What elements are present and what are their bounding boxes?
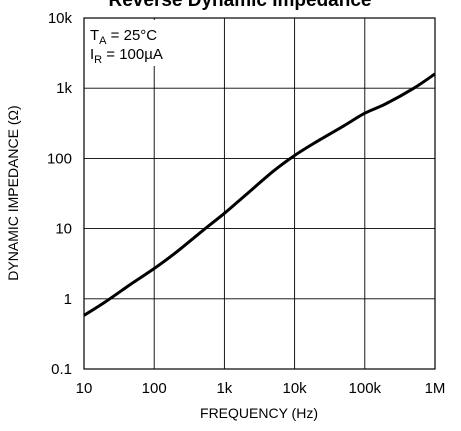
annotation-current-value: = 100µA — [102, 46, 163, 63]
annotation-background — [86, 20, 182, 66]
y-tick-label-10: 10 — [55, 221, 72, 238]
annotation-temperature-value: = 25°C — [107, 27, 158, 44]
annotation-current-symbol: I — [90, 46, 94, 63]
annotation-temperature: TA = 25°C — [90, 27, 157, 47]
y-tick-label-0.1: 0.1 — [51, 361, 72, 378]
x-tick-label-10k: 10k — [283, 380, 308, 397]
x-axis-label: FREQUENCY (Hz) — [200, 405, 318, 421]
annotation-temperature-symbol: T — [90, 27, 99, 44]
impedance-curve-0 — [83, 72, 436, 317]
y-tick-label-1: 1 — [64, 291, 72, 308]
chart-title: Reverse Dynamic Impedance — [109, 0, 372, 11]
y-tick-label-1k: 1k — [56, 80, 72, 97]
annotation-temperature-subscript: A — [99, 35, 107, 47]
annotation-current: IR = 100µA — [90, 46, 163, 66]
x-tick-label-1M: 1M — [425, 380, 446, 397]
x-tick-label-100: 100 — [142, 380, 167, 397]
plot-frame — [83, 17, 436, 370]
x-tick-labels: 10 100 1k 10k 100k 1M — [76, 380, 446, 397]
y-axis-label: DYNAMIC IMPEDANCE (Ω) — [5, 105, 21, 280]
y-tick-labels: 0.1 1 10 100 1k 10k — [47, 10, 73, 378]
y-tick-label-100: 100 — [47, 150, 72, 167]
x-tick-label-100k: 100k — [349, 380, 382, 397]
plot-background — [84, 18, 435, 369]
y-tick-label-10k: 10k — [48, 10, 73, 27]
series-layer — [83, 72, 436, 317]
x-tick-label-10: 10 — [76, 380, 93, 397]
annotation-current-subscript: R — [94, 54, 102, 66]
x-tick-label-1k: 1k — [216, 380, 232, 397]
grid — [84, 18, 435, 369]
